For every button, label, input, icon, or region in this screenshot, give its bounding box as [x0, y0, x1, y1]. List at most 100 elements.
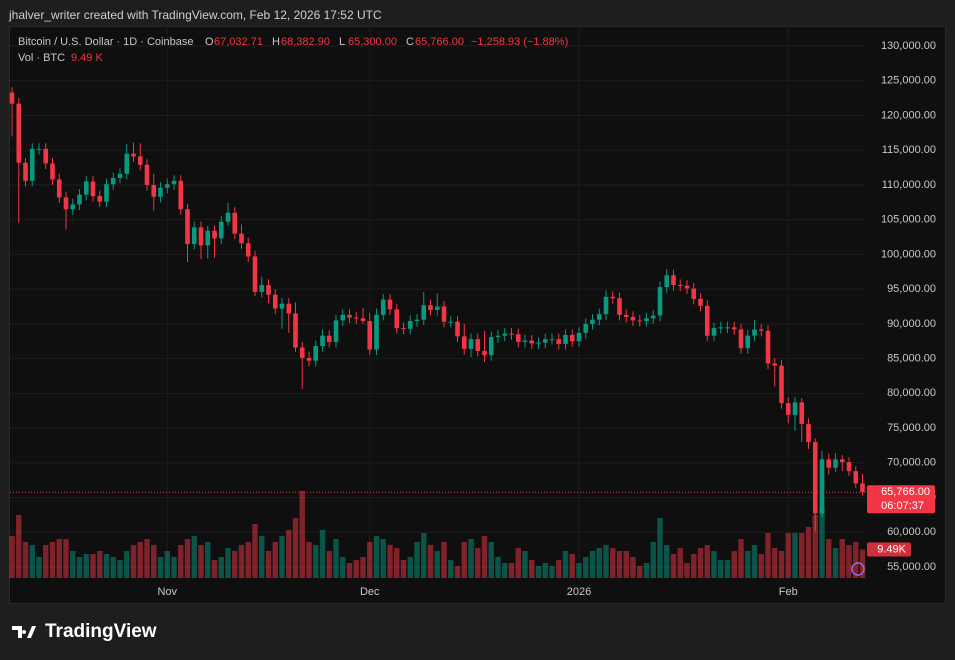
candle-body	[97, 196, 103, 202]
candle-body	[684, 285, 690, 289]
legend-value: 65,300.00	[348, 36, 397, 48]
candle-body	[293, 313, 298, 348]
candle-body	[16, 103, 22, 163]
volume-bar	[151, 545, 157, 578]
volume-bar	[812, 515, 818, 578]
volume-bar	[488, 542, 494, 578]
volume-bar	[623, 551, 629, 578]
candle-body	[475, 339, 481, 351]
volume-bar	[772, 548, 778, 578]
candle-body	[83, 181, 89, 195]
volume-bar	[751, 545, 758, 578]
candle-body	[43, 148, 49, 164]
volume-bar	[826, 539, 832, 578]
volume-bar	[130, 545, 137, 578]
volume-bar	[718, 560, 724, 578]
volume-bar	[238, 545, 245, 578]
candle-body	[731, 327, 737, 330]
candle-body	[839, 459, 845, 463]
volume-bar	[292, 518, 299, 578]
volume-bar	[319, 530, 326, 578]
y-tick-label: 95,000.00	[887, 283, 936, 295]
x-tick-label: 2026	[567, 586, 591, 598]
volume-bar	[562, 551, 569, 578]
volume-bar	[245, 542, 251, 578]
candle-body	[171, 180, 177, 185]
volume-bar	[346, 563, 353, 578]
volume-bar	[691, 554, 697, 578]
volume-bar	[340, 557, 346, 578]
candle-body	[819, 459, 825, 514]
volume-bar	[859, 549, 866, 578]
candle-body	[225, 212, 231, 222]
volume-bar	[178, 545, 184, 578]
volume-bar	[738, 539, 744, 578]
volume-bar	[414, 542, 420, 578]
candle-body	[56, 179, 62, 198]
x-tick-label: Nov	[157, 586, 177, 598]
volume-bar	[846, 545, 852, 578]
volume-bar	[616, 551, 623, 578]
volume-bar	[697, 548, 704, 578]
candle-body	[279, 303, 285, 309]
volume-bar	[596, 548, 602, 578]
volume-bar	[765, 533, 771, 578]
volume-bar	[313, 545, 319, 578]
volume-bar	[454, 566, 461, 578]
candle-body	[617, 298, 622, 315]
candle-body	[623, 314, 629, 317]
volume-bar	[265, 551, 272, 578]
candle-body	[299, 347, 305, 358]
candle-body	[785, 403, 791, 415]
candle-body	[826, 459, 832, 468]
candle-body	[421, 305, 427, 320]
candle-body	[644, 318, 649, 322]
y-tick-label: 80,000.00	[887, 387, 936, 399]
volume-bar	[664, 545, 670, 578]
candle-body	[549, 339, 555, 341]
last-price-label: 65,766.00	[881, 486, 930, 498]
candle-body	[772, 363, 778, 366]
candle-body	[326, 335, 332, 342]
candle-body	[131, 153, 136, 157]
candle-body	[792, 402, 798, 415]
candle-body	[259, 284, 265, 292]
volume-bar	[468, 539, 474, 578]
candle-body	[266, 284, 271, 295]
candle-body	[158, 187, 163, 197]
volume-label-box	[867, 542, 911, 557]
volume-bar	[164, 551, 170, 578]
candle-body	[185, 209, 190, 244]
candle-body	[853, 471, 859, 484]
volume-bar	[792, 533, 798, 578]
icon[interactable]	[851, 562, 865, 576]
volume-bar	[778, 551, 785, 578]
candle-body	[110, 177, 116, 185]
candle-body	[502, 333, 508, 336]
volume-bar	[43, 545, 49, 578]
legend-key: H	[272, 36, 280, 48]
chart-panel	[9, 26, 946, 604]
candle-body	[745, 335, 751, 349]
candle-body	[542, 339, 548, 343]
candle-body	[630, 316, 636, 321]
volume-bar	[677, 548, 683, 578]
volume-bar	[16, 515, 22, 578]
volume-bar	[124, 551, 130, 578]
volume-bar	[259, 536, 265, 578]
candle-body	[77, 194, 82, 205]
volume-label: 9.49K	[877, 543, 906, 555]
candle-body	[313, 346, 319, 361]
candle-body	[380, 299, 386, 315]
candle-body	[833, 459, 838, 468]
volume-bar	[22, 542, 29, 578]
volume-bar	[475, 548, 481, 578]
volume-bar	[353, 560, 359, 578]
y-tick-label: 60,000.00	[887, 526, 936, 538]
candle-body	[63, 197, 69, 210]
volume-legend: 9.49 K	[71, 52, 103, 64]
candle-body	[704, 305, 710, 336]
volume-bar	[306, 542, 312, 578]
y-tick-label: 70,000.00	[887, 457, 936, 469]
